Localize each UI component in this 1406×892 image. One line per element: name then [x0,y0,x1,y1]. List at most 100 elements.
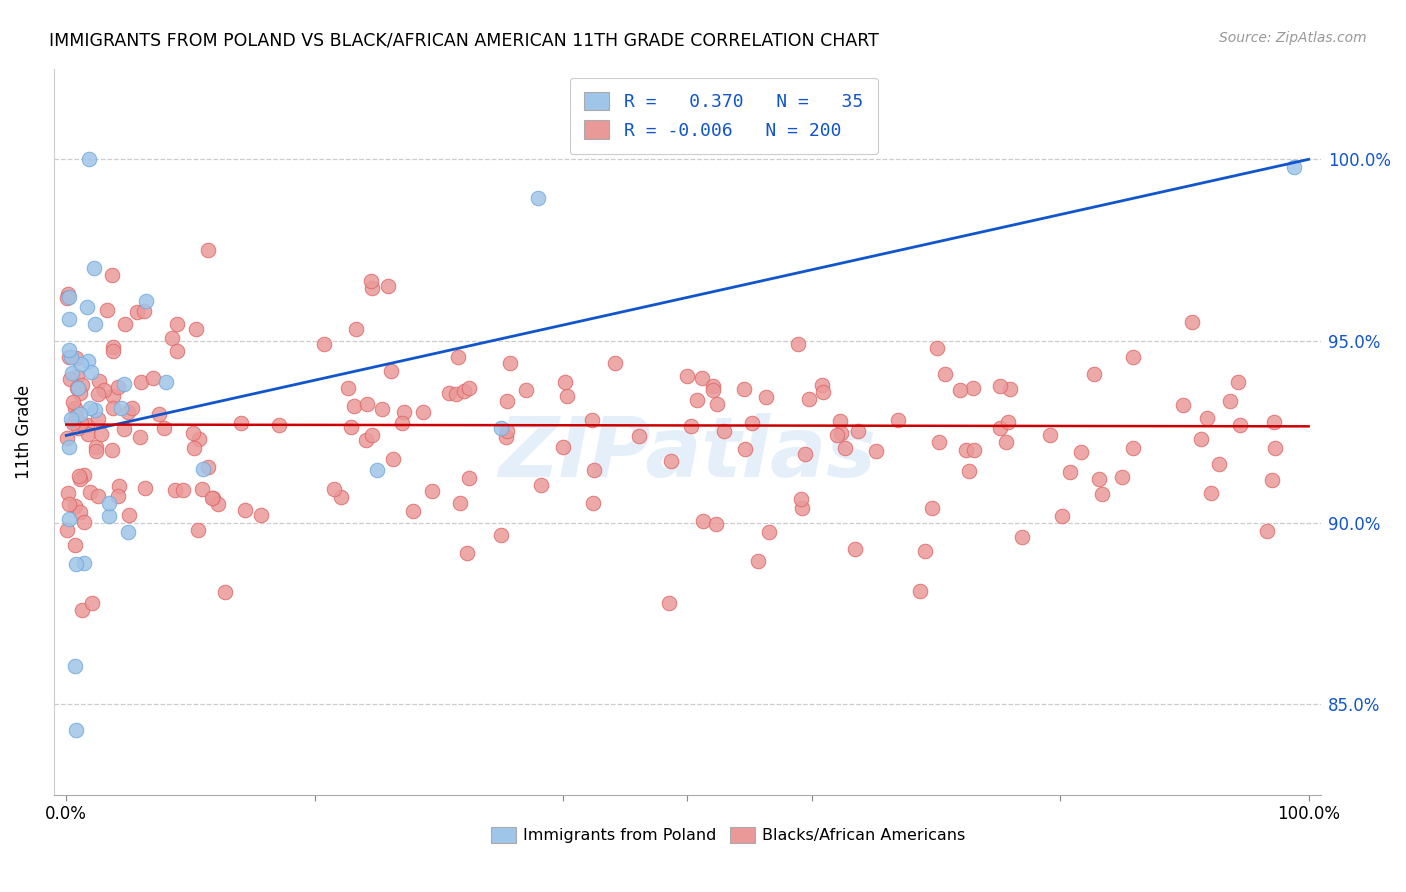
Point [340,420,363,434]
Point [73,557,96,571]
Point [844,542,866,557]
Point [988,378,1011,392]
Point [412,405,434,419]
Point [60,367,83,381]
Point [65,557,87,571]
Point [108,478,131,492]
Point [70,416,93,430]
Point [1052,508,1074,523]
Point [1264,441,1286,455]
Point [354,433,377,447]
Point [1195,411,1218,425]
Point [381,452,404,467]
Point [323,482,346,496]
Point [67,381,90,395]
Point [921,500,943,515]
Point [702,378,724,392]
Point [848,424,870,438]
Point [998,383,1021,397]
Point [101,442,124,457]
Point [183,425,205,440]
Point [702,384,724,398]
Point [77,153,100,167]
Point [112,377,135,392]
Point [59,350,82,364]
Point [207,497,229,511]
Point [1122,350,1144,364]
Point [73,468,96,483]
Point [107,380,129,394]
Point [187,432,209,446]
Text: Blacks/African Americans: Blacks/African Americans [762,828,965,843]
Point [62,395,84,409]
Point [706,396,728,410]
Point [934,367,956,381]
Point [56,523,79,537]
Point [127,305,149,319]
Point [59,372,82,386]
Point [117,404,139,418]
Point [58,512,80,526]
Point [453,384,475,399]
Point [811,384,834,399]
Point [65,723,87,737]
Point [988,421,1011,435]
Point [515,384,537,398]
Point [1111,470,1133,484]
Point [790,491,813,506]
Point [231,416,253,430]
Point [1282,160,1305,174]
Point [73,515,96,529]
Point [527,191,550,205]
Text: Immigrants from Poland: Immigrants from Poland [523,828,716,843]
Point [148,407,170,421]
Point [1208,457,1230,471]
Point [83,261,105,276]
Point [790,500,813,515]
Point [628,429,651,443]
Point [69,407,91,421]
Point [72,378,94,392]
Point [360,281,382,295]
Point [63,401,86,416]
Point [380,364,402,378]
Point [187,523,209,537]
Point [84,403,107,417]
Point [235,503,257,517]
Point [377,279,399,293]
Point [495,394,517,409]
Point [1059,466,1081,480]
Point [56,291,79,305]
Point [65,351,87,365]
Point [675,369,697,384]
Point [1171,398,1194,412]
Point [344,322,367,336]
Point [865,444,887,458]
Point [963,442,986,457]
Point [56,431,79,445]
Point [58,311,80,326]
Point [994,434,1017,449]
Point [1011,530,1033,544]
Text: ZIPatlas: ZIPatlas [499,413,876,494]
Point [58,290,80,304]
Point [957,464,980,478]
Point [65,409,87,423]
Point [76,426,98,441]
Point [97,496,120,510]
Point [582,463,605,477]
Point [437,386,460,401]
Point [793,447,815,461]
Point [58,441,80,455]
Point [197,459,219,474]
Point [129,430,152,444]
Point [713,424,735,438]
Point [366,463,388,477]
Point [121,401,143,416]
Point [581,412,603,426]
Point [962,381,984,395]
Point [928,435,950,450]
Point [183,442,205,456]
Point [457,471,479,485]
Point [70,357,93,371]
